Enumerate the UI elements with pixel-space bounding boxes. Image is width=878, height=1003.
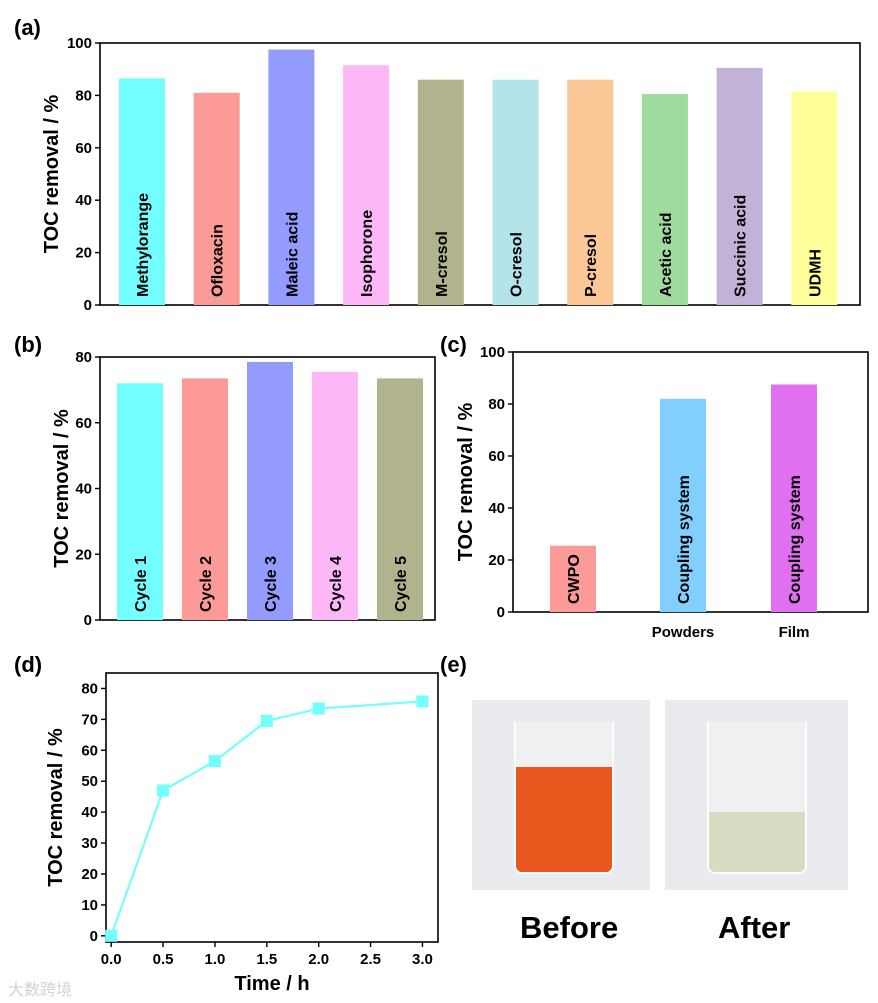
plot-frame bbox=[99, 42, 861, 306]
x-tick-label: 0.5 bbox=[153, 951, 174, 968]
bar-label: O-cresol bbox=[509, 232, 526, 297]
bar-label: Coupling system bbox=[787, 475, 804, 604]
data-point bbox=[416, 695, 429, 708]
bar-succinic-acid bbox=[716, 67, 763, 305]
panel-label: (a) bbox=[14, 15, 41, 40]
y-tick-label: 100 bbox=[67, 35, 92, 52]
bar-methylorange bbox=[119, 78, 165, 306]
bar-cycle-5 bbox=[377, 378, 423, 620]
bar-label: Coupling system bbox=[676, 475, 693, 604]
bar-label: CWPO bbox=[566, 554, 583, 604]
bar-o-cresol bbox=[492, 79, 539, 306]
y-tick-label: 50 bbox=[81, 773, 98, 790]
panel-label: (e) bbox=[440, 652, 467, 677]
data-point bbox=[208, 755, 221, 768]
panel-label: (d) bbox=[14, 652, 42, 677]
plot-frame bbox=[105, 672, 439, 943]
y-tick-label: 60 bbox=[75, 415, 92, 432]
bar-m-cresol bbox=[417, 79, 464, 306]
y-tick-label: 60 bbox=[81, 742, 98, 759]
bar-label: Cycle 4 bbox=[328, 556, 345, 612]
data-point bbox=[312, 702, 325, 715]
y-tick-label: 10 bbox=[81, 897, 98, 914]
bar-coupling-system bbox=[660, 398, 706, 612]
y-axis-label: TOC removal / % bbox=[455, 402, 477, 561]
data-point bbox=[260, 714, 273, 727]
y-tick-label: 80 bbox=[75, 87, 92, 104]
y-tick-label: 0 bbox=[497, 604, 505, 621]
bar-ofloxacin bbox=[193, 92, 240, 305]
y-tick-label: 80 bbox=[488, 396, 505, 413]
bar-isophorone bbox=[343, 65, 390, 306]
bar-maleic-acid bbox=[268, 49, 315, 305]
bar-cycle-1 bbox=[117, 383, 163, 620]
bar-cycle-4 bbox=[312, 371, 358, 620]
x-tick-label: Powders bbox=[652, 624, 715, 641]
bar-cycle-2 bbox=[182, 378, 228, 620]
watermark: 大数跨境 bbox=[8, 980, 73, 999]
bar-coupling-system bbox=[771, 384, 817, 612]
x-tick-label: 1.0 bbox=[205, 951, 226, 968]
y-tick-label: 100 bbox=[480, 344, 505, 361]
bar-p-cresol bbox=[567, 79, 614, 306]
panel-label: (c) bbox=[440, 332, 467, 357]
y-tick-label: 60 bbox=[75, 140, 92, 157]
x-tick-label: 3.0 bbox=[412, 951, 433, 968]
y-tick-label: 20 bbox=[81, 866, 98, 883]
x-axis-label: Time / h bbox=[234, 973, 309, 995]
photo-before bbox=[472, 700, 650, 890]
y-axis-label: TOC removal / % bbox=[41, 94, 63, 253]
x-tick-label: 1.5 bbox=[256, 951, 277, 968]
y-tick-label: 20 bbox=[75, 546, 92, 563]
y-tick-label: 40 bbox=[488, 500, 505, 517]
bar-label: UDMH bbox=[807, 249, 824, 297]
y-tick-label: 0 bbox=[84, 297, 92, 314]
bar-label: Cycle 5 bbox=[393, 556, 410, 612]
y-axis-label: TOC removal / % bbox=[51, 409, 73, 568]
x-tick-label: 2.5 bbox=[360, 951, 381, 968]
bar-cwpo bbox=[550, 545, 596, 612]
photo-after bbox=[665, 700, 848, 890]
y-tick-label: 80 bbox=[75, 349, 92, 366]
y-tick-label: 0 bbox=[90, 928, 98, 945]
y-tick-label: 60 bbox=[488, 448, 505, 465]
y-tick-label: 20 bbox=[75, 245, 92, 262]
x-tick-label: 2.0 bbox=[308, 951, 329, 968]
data-point bbox=[157, 784, 170, 797]
bar-acetic-acid bbox=[641, 94, 688, 305]
bar-label: Acetic acid bbox=[658, 213, 675, 297]
bar-label: Succinic acid bbox=[733, 195, 750, 297]
y-tick-label: 80 bbox=[81, 680, 98, 697]
y-axis-label: TOC removal / % bbox=[45, 728, 67, 887]
bar-label: Methylorange bbox=[135, 193, 152, 297]
data-point bbox=[105, 929, 118, 942]
beaker-after bbox=[707, 722, 807, 874]
y-tick-label: 40 bbox=[81, 804, 98, 821]
y-tick-label: 20 bbox=[488, 552, 505, 569]
bar-label: Maleic acid bbox=[284, 212, 301, 297]
y-tick-label: 40 bbox=[75, 192, 92, 209]
before-label: Before bbox=[520, 910, 619, 945]
y-tick-label: 30 bbox=[81, 835, 98, 852]
bar-label: P-cresol bbox=[583, 234, 600, 297]
y-tick-label: 70 bbox=[81, 711, 98, 728]
y-tick-label: 0 bbox=[84, 612, 92, 629]
x-tick-label: 0.0 bbox=[101, 951, 122, 968]
series-line bbox=[110, 700, 423, 937]
y-tick-label: 40 bbox=[75, 481, 92, 498]
x-tick-label: Film bbox=[779, 624, 810, 641]
bar-udmh bbox=[791, 91, 838, 305]
beaker-before bbox=[514, 722, 614, 874]
bar-label: Isophorone bbox=[359, 210, 376, 297]
bar-label: Cycle 2 bbox=[198, 556, 215, 612]
bar-label: Cycle 3 bbox=[263, 556, 280, 612]
after-label: After bbox=[718, 910, 791, 945]
bar-cycle-3 bbox=[247, 361, 293, 620]
bar-label: Cycle 1 bbox=[133, 556, 150, 612]
bar-label: M-cresol bbox=[434, 231, 451, 297]
bar-label: Ofloxacin bbox=[210, 224, 227, 297]
panel-label: (b) bbox=[14, 332, 42, 357]
